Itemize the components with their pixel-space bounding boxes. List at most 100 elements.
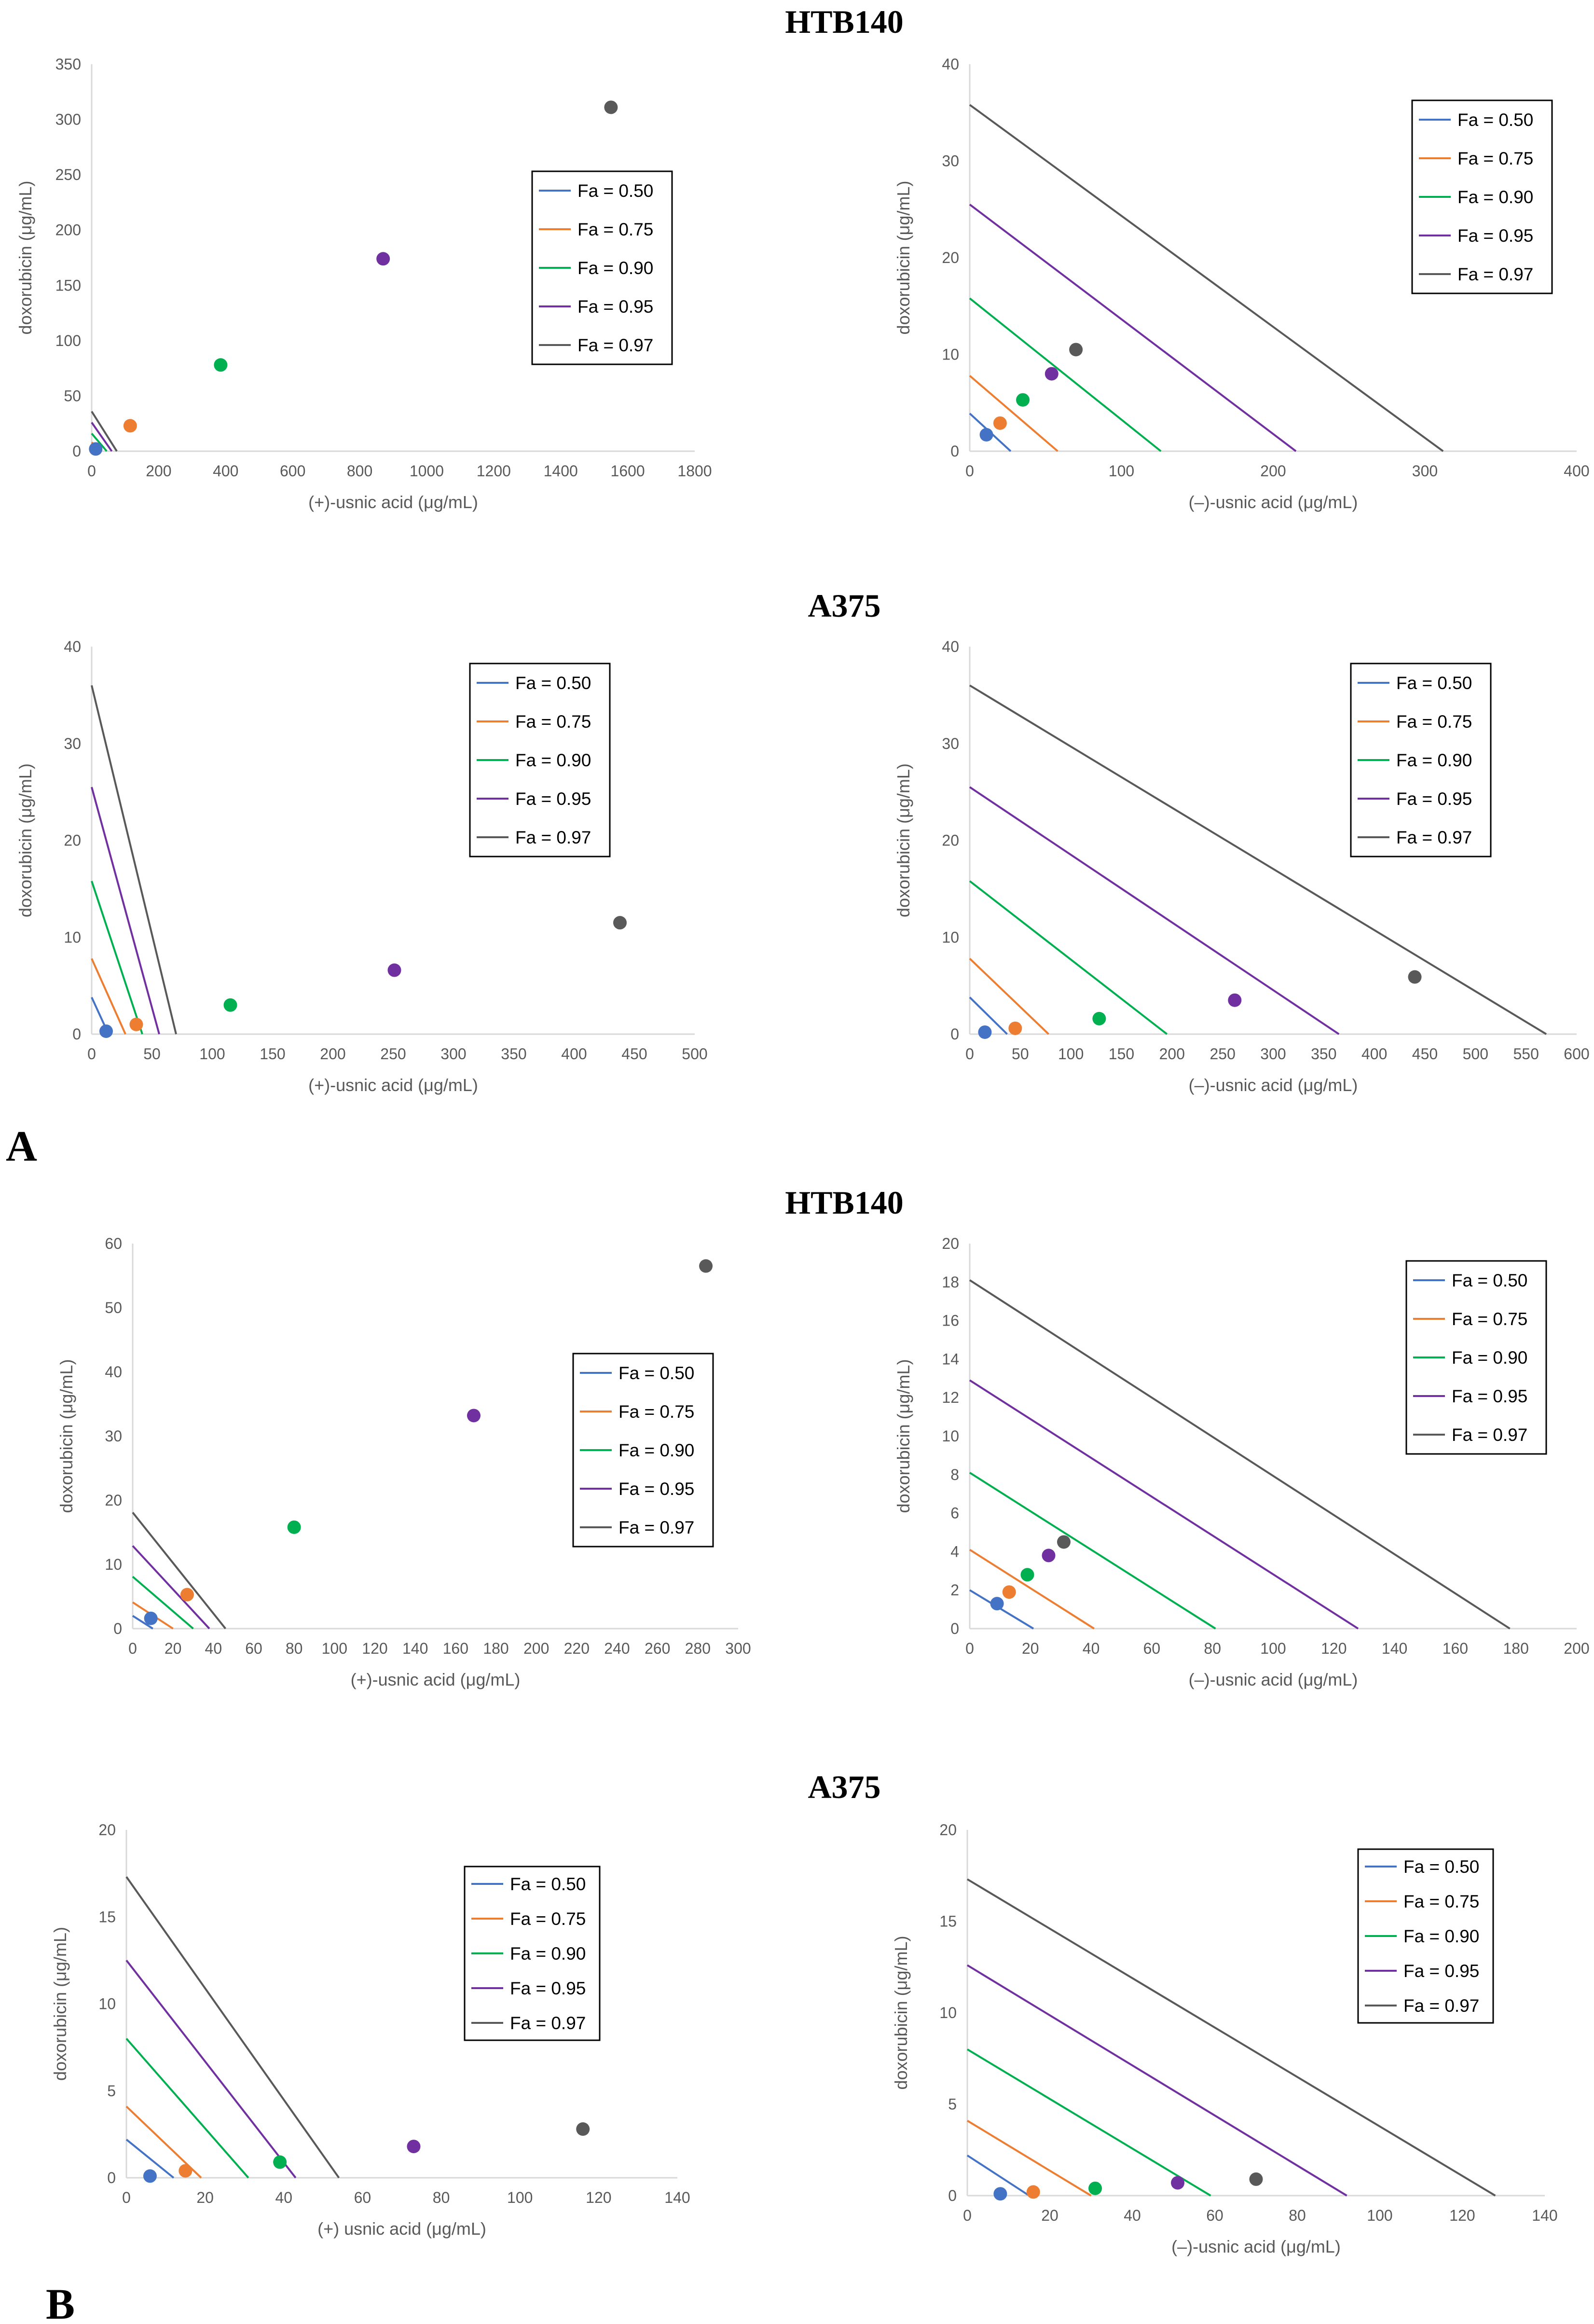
x-tick-label: 1400	[544, 462, 578, 480]
data-point	[699, 1259, 713, 1273]
y-axis-title: doxorubicin (μg/mL)	[56, 1359, 76, 1513]
y-tick-label: 30	[64, 735, 81, 752]
y-tick-label: 0	[72, 1025, 81, 1043]
data-point	[180, 1588, 194, 1602]
x-tick-label: 600	[280, 462, 305, 480]
isobole-line	[966, 2154, 1030, 2197]
x-tick-label: 200	[1564, 1640, 1589, 1657]
legend-label: Fa = 0.97	[1452, 1425, 1527, 1445]
y-tick-label: 20	[105, 1492, 122, 1509]
legend-label: Fa = 0.50	[510, 1874, 586, 1894]
data-point	[1228, 993, 1242, 1007]
legend-label: Fa = 0.75	[577, 220, 653, 239]
x-tick-label: 60	[1143, 1640, 1161, 1657]
x-tick-label: 100	[1367, 2207, 1392, 2224]
legend: Fa = 0.50 Fa = 0.75 Fa = 0.90 Fa = 0.95 Fa =…	[469, 663, 611, 858]
y-tick-label: 12	[942, 1389, 959, 1406]
x-tick-label: 250	[380, 1045, 406, 1063]
x-tick-label: 20	[1022, 1640, 1039, 1657]
data-point	[214, 358, 228, 372]
chart-5: 0 10 20 30 40 50 60 0 20 40 60 80 100 120 140 160 180 200…	[56, 1235, 751, 1689]
x-tick-label: 140	[1382, 1640, 1407, 1657]
isobole-line	[91, 433, 108, 452]
x-tick-label: 400	[1361, 1045, 1387, 1063]
data-point	[273, 2155, 287, 2169]
legend-box	[531, 170, 673, 365]
x-tick-label: 60	[245, 1640, 262, 1657]
section-title-a375-b: A375	[808, 1769, 880, 1805]
y-tick-label: 50	[64, 387, 81, 404]
x-tick-label: 200	[320, 1045, 345, 1063]
x-tick-label: 300	[1260, 1045, 1286, 1063]
legend-label: Fa = 0.50	[577, 181, 653, 201]
y-tick-label: 10	[942, 346, 959, 363]
y-tick-label: 100	[55, 332, 81, 349]
data-point	[99, 1024, 113, 1038]
legend-label: Fa = 0.95	[1396, 789, 1472, 809]
isobole-line	[125, 2038, 249, 2179]
x-tick-label: 300	[440, 1045, 466, 1063]
y-tick-label: 40	[64, 638, 81, 655]
x-tick-label: 100	[1058, 1045, 1084, 1063]
x-tick-label: 1800	[677, 462, 712, 480]
data-point	[223, 998, 237, 1012]
legend: Fa = 0.50 Fa = 0.75 Fa = 0.90 Fa = 0.95 Fa =…	[572, 1353, 714, 1548]
x-axis-title: (–)-usnic acid (μg/mL)	[1171, 2237, 1341, 2256]
data-point	[978, 1025, 992, 1039]
y-tick-label: 5	[948, 2096, 957, 2113]
data-point	[376, 252, 390, 266]
y-tick-label: 300	[55, 111, 81, 128]
x-tick-label: 160	[443, 1640, 468, 1657]
legend-label: Fa = 0.90	[618, 1440, 694, 1460]
x-tick-label: 280	[685, 1640, 711, 1657]
legend-label: Fa = 0.50	[1403, 1857, 1479, 1877]
isobole-line	[969, 957, 1049, 1035]
x-tick-label: 20	[165, 1640, 182, 1657]
x-tick-label: 0	[965, 1640, 974, 1657]
x-tick-label: 40	[1083, 1640, 1100, 1657]
x-tick-label: 200	[146, 462, 171, 480]
isobole-line	[132, 1545, 210, 1630]
x-tick-label: 60	[1206, 2207, 1223, 2224]
y-tick-label: 20	[98, 1821, 116, 1839]
legend-label: Fa = 0.75	[1396, 712, 1472, 732]
data-point	[287, 1520, 301, 1534]
panel-label-b: B	[46, 2281, 75, 2324]
legend-label: Fa = 0.97	[515, 828, 591, 847]
data-point	[407, 2140, 421, 2154]
legend-label: Fa = 0.50	[515, 673, 591, 693]
y-tick-label: 150	[55, 277, 81, 294]
x-tick-label: 0	[87, 462, 96, 480]
x-axis-title: (+)-usnic acid (μg/mL)	[308, 1075, 478, 1095]
x-tick-label: 200	[523, 1640, 549, 1657]
x-axis-title: (–)-usnic acid (μg/mL)	[1189, 492, 1358, 512]
y-tick-label: 0	[950, 443, 959, 460]
x-tick-label: 350	[501, 1045, 526, 1063]
x-tick-label: 0	[128, 1640, 137, 1657]
isobole-line	[966, 2048, 1211, 2197]
x-tick-label: 120	[1449, 2207, 1475, 2224]
isobole-line	[91, 411, 118, 452]
x-axis-title: (–)-usnic acid (μg/mL)	[1189, 1075, 1358, 1095]
data-point	[1026, 2185, 1040, 2199]
y-tick-label: 350	[55, 55, 81, 73]
data-point	[89, 442, 103, 456]
y-tick-label: 8	[950, 1466, 959, 1483]
legend-label: Fa = 0.95	[1457, 226, 1533, 246]
x-tick-label: 0	[122, 2189, 131, 2206]
x-tick-label: 0	[87, 1045, 96, 1063]
legend-label: Fa = 0.97	[618, 1518, 694, 1537]
x-tick-label: 260	[645, 1640, 670, 1657]
y-tick-label: 20	[942, 832, 959, 849]
isobole-line	[132, 1615, 153, 1630]
isobole-line	[969, 104, 1444, 452]
x-tick-label: 220	[564, 1640, 590, 1657]
y-tick-label: 40	[105, 1363, 122, 1381]
y-tick-label: 10	[939, 2004, 957, 2021]
x-axis-title: (–)-usnic acid (μg/mL)	[1189, 1670, 1358, 1689]
isobole-line	[969, 1472, 1216, 1630]
legend: Fa = 0.50 Fa = 0.75 Fa = 0.90 Fa = 0.95 Fa =…	[464, 1866, 601, 2041]
data-point	[1002, 1585, 1016, 1599]
